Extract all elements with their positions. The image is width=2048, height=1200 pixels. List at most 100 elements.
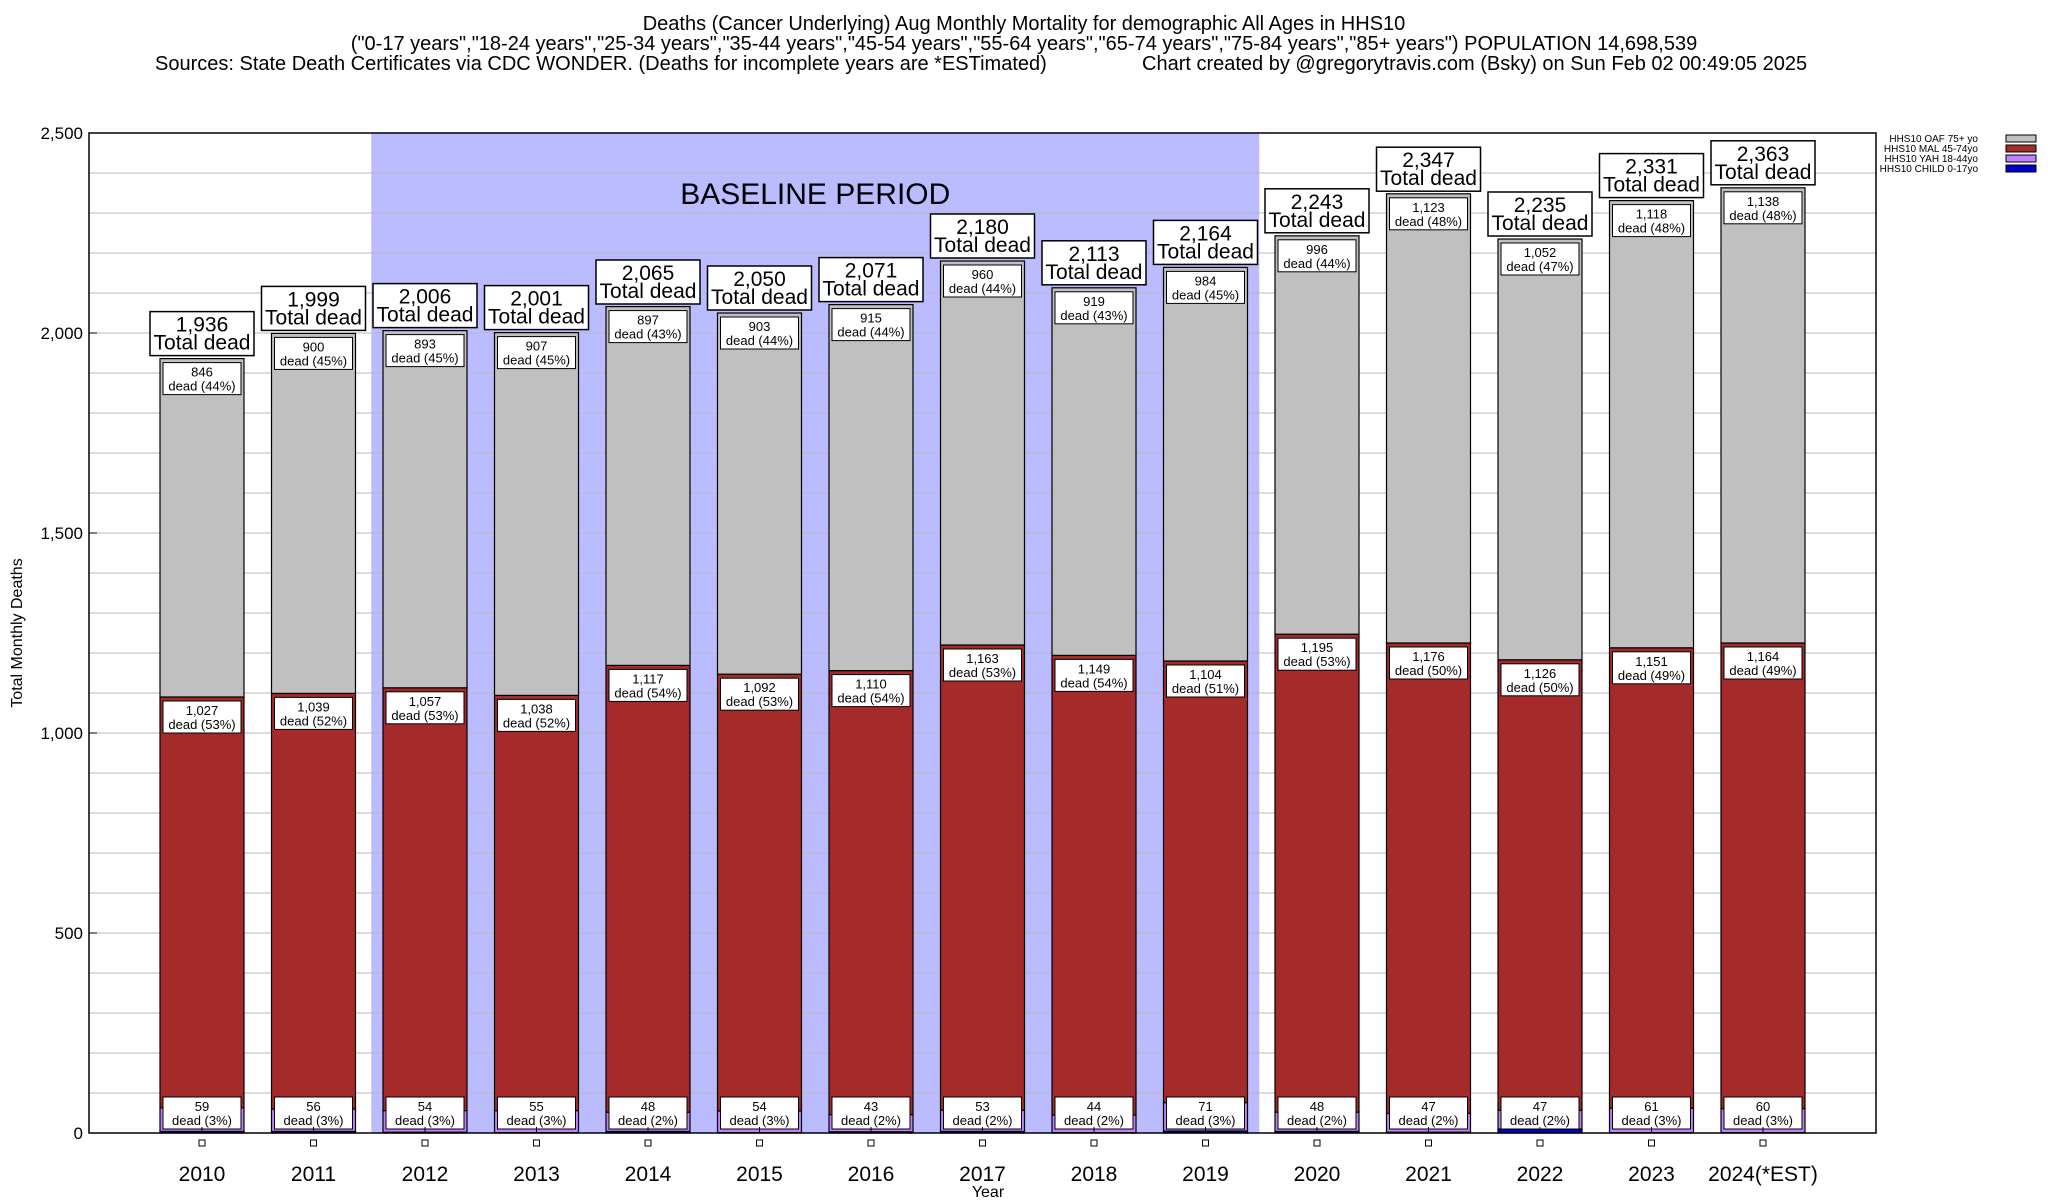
mal-value-label: 1,149 [1078, 661, 1111, 676]
yah-label-box [497, 1096, 576, 1130]
oaf-value-label: 1,118 [1636, 207, 1668, 222]
child-marker [979, 1139, 986, 1147]
child-marker [310, 1139, 317, 1147]
bar-segment-mal [1608, 647, 1695, 1109]
chart-subtitle: ("0-17 years","18-24 years","25-34 years… [350, 33, 1698, 55]
total-label-box [1487, 191, 1593, 237]
pct-value: (43%) [1093, 308, 1128, 323]
yah-label-box [831, 1096, 911, 1130]
child-marker [198, 1139, 206, 1147]
yah-value-label: 56 [306, 1099, 320, 1114]
oaf-label-box [720, 316, 799, 350]
yah-value-label: 55 [529, 1099, 543, 1114]
legend-label-oaf: HHS10 OAF 75+ yo [1889, 134, 1978, 145]
bar-segment-mal [1720, 642, 1806, 1110]
pct-value: (47%) [1539, 259, 1574, 274]
yah-pct-label: dead (3%) [1176, 1113, 1236, 1128]
pct-value: (54%) [870, 691, 905, 706]
yah-pct-label: dead (2%) [953, 1113, 1013, 1128]
pct-value: (3%) [205, 1113, 232, 1128]
pct-value: (53%) [1316, 654, 1351, 669]
bar-segment-oaf [1162, 266, 1249, 662]
dead-word: dead [1729, 663, 1762, 678]
dead-word: dead [280, 353, 313, 368]
child-marker [1536, 1139, 1544, 1147]
pct-value: (2%) [651, 1113, 678, 1128]
yah-label-box [720, 1096, 799, 1130]
bar-segment-oaf [1274, 235, 1360, 635]
pct-value: (53%) [201, 717, 236, 732]
oaf-pct-label: dead (45%) [1172, 287, 1239, 302]
total-value-label: 2,071 [845, 260, 898, 283]
yah-pct-label: dead (3%) [1622, 1113, 1682, 1128]
total-dead-label: Total dead [823, 278, 920, 301]
yah-label-box [1500, 1096, 1580, 1130]
dead-word: dead [614, 327, 647, 342]
oaf-pct-label: dead (45%) [503, 353, 570, 368]
legend-swatch-child [2005, 164, 2037, 173]
bar-segment-oaf [270, 332, 357, 694]
yah-value-label: 71 [1198, 1099, 1212, 1114]
child-marker [1202, 1139, 1209, 1147]
dead-word: dead [726, 694, 759, 709]
child-marker [1090, 1139, 1098, 1147]
total-label-box [483, 284, 590, 331]
yah-pct-label: dead (3%) [284, 1113, 344, 1128]
oaf-label-box [608, 310, 688, 344]
x-tick-label: 2017 [959, 1163, 1006, 1186]
yah-label-box [1723, 1096, 1803, 1130]
total-dead-label: Total dead [265, 306, 362, 329]
oaf-label-box [497, 336, 576, 370]
mal-pct-label: dead (49%) [1729, 663, 1796, 678]
legend-swatch-yah [2005, 154, 2037, 163]
pct-value: (51%) [1204, 681, 1239, 696]
dead-word: dead [730, 1113, 763, 1128]
x-tick-label: 2018 [1071, 1163, 1118, 1186]
mal-label-box [162, 700, 242, 734]
pct-value: (48%) [1650, 221, 1685, 236]
pct-value: (52%) [535, 715, 570, 730]
yah-label-box [385, 1096, 465, 1130]
mal-label-box [1723, 646, 1803, 680]
oaf-pct-label: dead (44%) [726, 333, 793, 348]
yah-value-label: 54 [752, 1099, 766, 1114]
dead-word: dead [1172, 681, 1205, 696]
pct-value: (49%) [1762, 663, 1797, 678]
total-label-box [149, 310, 255, 357]
dead-word: dead [1395, 214, 1428, 229]
total-value-label: 1,999 [287, 288, 340, 311]
yah-pct-label: dead (3%) [1733, 1113, 1793, 1128]
total-label-box [1041, 240, 1147, 286]
pct-value: (3%) [1208, 1113, 1235, 1128]
dead-word: dead [1287, 1113, 1320, 1128]
pct-value: (3%) [1766, 1113, 1793, 1128]
total-dead-label: Total dead [711, 286, 808, 309]
bar-segment-oaf [493, 332, 580, 696]
credit-text: Chart created by @gregorytravis.com (Bsk… [1142, 53, 1808, 75]
total-label-box [372, 282, 478, 329]
dead-word: dead [1060, 308, 1093, 323]
total-value-label: 2,050 [733, 268, 786, 291]
mal-label-box [385, 691, 465, 725]
bar-segment-oaf [1497, 238, 1583, 661]
mal-value-label: 1,039 [297, 699, 330, 714]
pct-value: (45%) [1204, 287, 1239, 302]
dead-word: dead [1395, 663, 1428, 678]
total-label-box [706, 265, 813, 311]
yah-value-label: 48 [641, 1099, 655, 1114]
pct-value: (48%) [1427, 214, 1462, 229]
y-tick-label: 0 [74, 1124, 83, 1143]
mal-pct-label: dead (51%) [1172, 681, 1239, 696]
dead-word: dead [1510, 1113, 1543, 1128]
dead-word: dead [391, 708, 424, 723]
total-value-label: 2,164 [1179, 222, 1232, 245]
mal-value-label: 1,126 [1524, 666, 1557, 681]
total-label-box [818, 256, 924, 303]
child-marker [1313, 1139, 1321, 1147]
y-axis-label: Total Monthly Deaths [9, 558, 26, 707]
bar-segment-oaf [159, 358, 245, 698]
total-dead-label: Total dead [1046, 261, 1143, 284]
dead-word: dead [618, 1113, 651, 1128]
dead-word: dead [1399, 1113, 1432, 1128]
